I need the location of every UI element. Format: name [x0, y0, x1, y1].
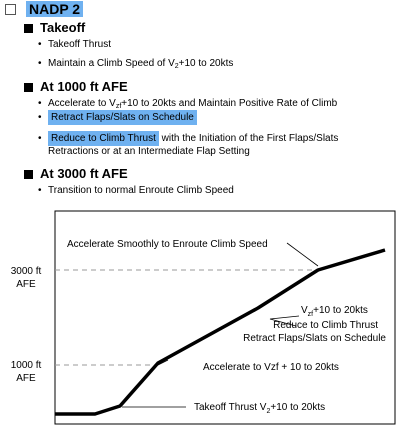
annot-reduce-climb: Reduce to Climb Thrust	[273, 320, 378, 331]
annot-accel-vzf: Accelerate to Vzf + 10 to 20kts	[203, 362, 339, 373]
takeoff-bullet-1: • Takeoff Thrust	[38, 39, 111, 50]
section-square-icon	[24, 24, 33, 33]
annot-retract-flaps: Retract Flaps/Slats on Schedule	[243, 333, 386, 344]
section-title-takeoff: Takeoff	[40, 20, 86, 35]
at3000-bullet-1: • Transition to normal Enroute Climb Spee…	[38, 185, 234, 196]
pointer-accel-vzf	[157, 359, 169, 366]
section-title-1000: At 1000 ft AFE	[40, 79, 128, 94]
annot-takeoff: Takeoff Thrust V2+10 to 20kts	[194, 402, 325, 415]
at1000-bullet-3: • Reduce to Climb Thrust with the Initiat…	[38, 131, 339, 146]
annot-vzf: Vzf+10 to 20kts	[301, 305, 368, 318]
at1000-bullet-2: • Retract Flaps/Slats on Schedule	[38, 110, 197, 125]
diagram-frame	[54, 210, 396, 425]
page-title: NADP 2	[26, 1, 84, 17]
section-square-icon	[24, 83, 33, 92]
label-1000-ft: 1000 ft	[11, 360, 42, 371]
at1000-bullet-1: • Accelerate to Vzf+10 to 20kts and Maint…	[38, 98, 338, 110]
pointer-reduce-retract	[269, 315, 300, 327]
at1000-bullet-3-cont: Retractions or at an Intermediate Flap S…	[48, 146, 250, 157]
pointer-enroute	[286, 242, 319, 267]
section-title-3000: At 3000 ft AFE	[40, 166, 128, 181]
label-3000-ft: 3000 ft	[11, 266, 42, 277]
flight-profile-line	[55, 248, 386, 416]
section-square-icon	[24, 170, 33, 179]
label-3000-afe: AFE	[16, 279, 36, 290]
empty-checkbox-icon[interactable]	[5, 4, 16, 15]
takeoff-bullet-2: • Maintain a Climb Speed of V2+10 to 20kt…	[38, 58, 234, 70]
label-1000-afe: AFE	[16, 373, 36, 384]
annot-accel-enroute: Accelerate Smoothly to Enroute Climb Spe…	[67, 239, 268, 250]
